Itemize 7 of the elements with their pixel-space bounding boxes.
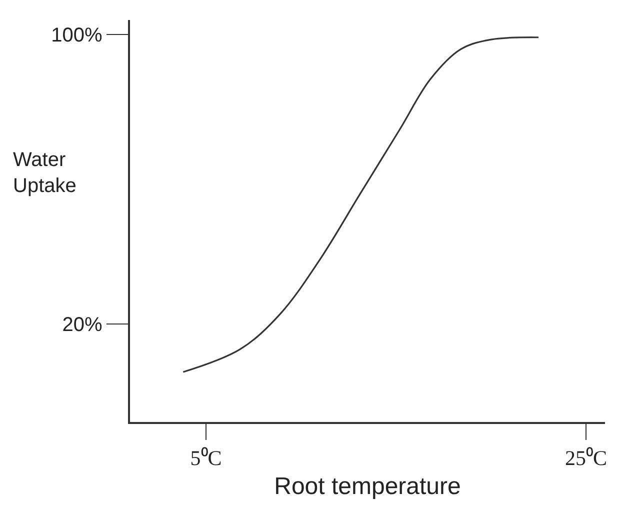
x-tick-label: 25⁰C [564,446,608,470]
y-tick-label: 100% [51,24,102,46]
x-tick-label: 5⁰C [190,446,222,470]
y-axis-title: Water Uptake [13,149,76,197]
line-series [182,36,540,373]
y-tick-label: 20% [62,314,102,336]
x-axis-title: Root temperature [274,472,461,500]
